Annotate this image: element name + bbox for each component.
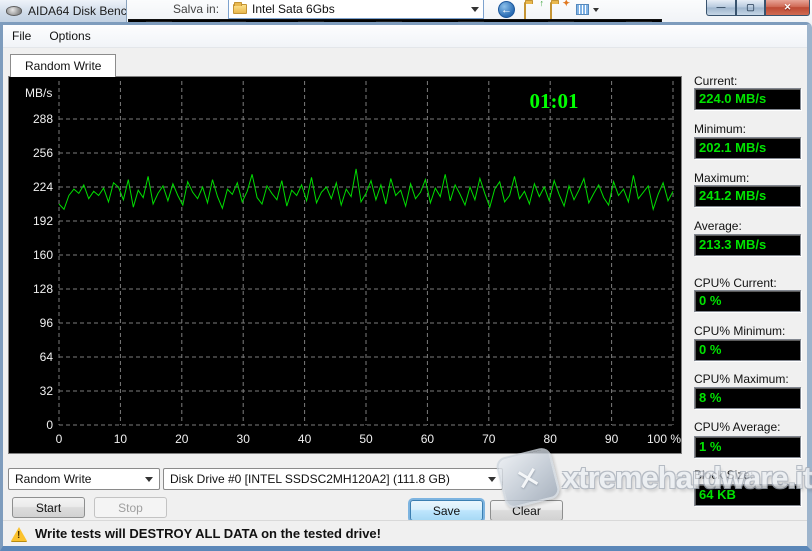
chevron-down-icon[interactable] bbox=[145, 476, 153, 482]
stat-value-current: 224.0 MB/s bbox=[694, 88, 801, 110]
tab-random-write[interactable]: Random Write bbox=[10, 54, 117, 77]
y-tick-label: 256 bbox=[33, 146, 53, 160]
y-tick-label: 192 bbox=[33, 214, 53, 228]
drive-combobox[interactable]: Disk Drive #0 [INTEL SSDSC2MH120A2] (111… bbox=[163, 468, 503, 490]
y-tick-label: 96 bbox=[40, 316, 54, 330]
stat-label-cpu-minimum: CPU% Minimum: bbox=[694, 324, 786, 338]
stat-value-maximum: 241.2 MB/s bbox=[694, 185, 801, 207]
hard-disk-icon bbox=[6, 6, 22, 16]
stat-value-average: 213.3 MB/s bbox=[694, 234, 801, 256]
y-tick-label: 128 bbox=[33, 282, 53, 296]
stat-label-cpu-maximum: CPU% Maximum: bbox=[694, 372, 789, 386]
y-tick-label: 64 bbox=[40, 350, 54, 364]
test-type-combobox[interactable]: Random Write bbox=[8, 468, 160, 490]
throughput-line bbox=[58, 168, 674, 212]
x-tick-label: 30 bbox=[237, 432, 251, 446]
menu-file[interactable]: File bbox=[12, 29, 32, 43]
x-tick-label: 100 % bbox=[647, 432, 681, 446]
stat-value-cpu-maximum: 8 % bbox=[694, 387, 801, 409]
close-button[interactable]: ✕ bbox=[765, 0, 810, 16]
stat-value-cpu-minimum: 0 % bbox=[694, 339, 801, 361]
stat-value-cpu-current: 0 % bbox=[694, 290, 801, 312]
stat-label-current: Current: bbox=[694, 74, 738, 88]
save-location-value: Intel Sata 6Gbs bbox=[252, 2, 335, 16]
maximize-button[interactable]: ▢ bbox=[736, 0, 765, 16]
stat-value-block-size: 64 KB bbox=[694, 484, 801, 506]
x-tick-label: 0 bbox=[56, 432, 63, 446]
x-tick-label: 10 bbox=[114, 432, 128, 446]
y-tick-label: 224 bbox=[33, 180, 53, 194]
test-type-value: Random Write bbox=[15, 472, 92, 486]
stat-label-minimum: Minimum: bbox=[694, 122, 747, 136]
menubar: File Options bbox=[3, 25, 807, 48]
warning-text: Write tests will DESTROY ALL DATA on the… bbox=[35, 526, 381, 541]
y-tick-label: 32 bbox=[40, 384, 54, 398]
x-tick-label: 80 bbox=[544, 432, 558, 446]
x-tick-label: 50 bbox=[359, 432, 373, 446]
stat-value-cpu-average: 1 % bbox=[694, 436, 801, 458]
warning-icon bbox=[11, 526, 27, 541]
menu-options[interactable]: Options bbox=[49, 29, 91, 43]
chart-canvas: 288 256 224 192 160 128 96 64 32 00 10 20 30 40 50 60 70… bbox=[25, 81, 681, 446]
drive-value: Disk Drive #0 [INTEL SSDSC2MH120A2] (111… bbox=[170, 472, 450, 486]
chevron-down-icon[interactable] bbox=[488, 476, 496, 482]
status-bar: Write tests will DESTROY ALL DATA on the… bbox=[3, 520, 807, 546]
window-title: AIDA64 Disk Bench bbox=[28, 4, 127, 18]
save-in-label: Salva in: bbox=[173, 2, 220, 16]
elapsed-timer: 01:01 bbox=[530, 89, 579, 113]
x-tick-label: 90 bbox=[605, 432, 619, 446]
back-icon[interactable]: ← bbox=[498, 1, 515, 18]
stat-label-block-size: Block Size: bbox=[694, 468, 754, 482]
y-axis-unit-label: MB/s bbox=[25, 86, 52, 100]
y-tick-label: 288 bbox=[33, 112, 53, 126]
aida64-titlebar[interactable]: AIDA64 Disk Bench bbox=[0, 0, 127, 22]
minimize-button[interactable]: — bbox=[706, 0, 736, 16]
stop-button: Stop bbox=[94, 497, 167, 518]
folder-icon bbox=[233, 2, 247, 14]
dialog-toolbar: ← ↑ ✦ bbox=[498, 0, 599, 21]
x-tick-label: 60 bbox=[421, 432, 435, 446]
stat-label-average: Average: bbox=[694, 219, 742, 233]
x-tick-label: 70 bbox=[482, 432, 496, 446]
view-menu-icon[interactable] bbox=[576, 4, 589, 15]
stat-label-cpu-current: CPU% Current: bbox=[694, 276, 777, 290]
start-button[interactable]: Start bbox=[12, 497, 85, 518]
up-one-level-icon[interactable]: ↑ bbox=[524, 0, 544, 21]
new-folder-icon[interactable]: ✦ bbox=[550, 0, 570, 21]
save-button[interactable]: Save bbox=[410, 500, 483, 521]
x-tick-label: 20 bbox=[175, 432, 189, 446]
chevron-down-icon[interactable] bbox=[593, 7, 599, 12]
x-tick-label: 40 bbox=[298, 432, 312, 446]
y-tick-label: 0 bbox=[46, 418, 53, 432]
chevron-down-icon[interactable] bbox=[471, 6, 479, 12]
window-controls: — ▢ ✕ bbox=[706, 0, 810, 16]
aida64-disk-benchmark-window: File Options Random Write 288 256 224 192 16… bbox=[0, 22, 812, 551]
clear-button[interactable]: Clear bbox=[490, 500, 563, 521]
stat-value-minimum: 202.1 MB/s bbox=[694, 137, 801, 159]
stat-label-cpu-average: CPU% Average: bbox=[694, 420, 781, 434]
benchmark-chart: 288 256 224 192 160 128 96 64 32 0 0 10 20 30 40 50 60 70… bbox=[8, 76, 682, 454]
stat-label-maximum: Maximum: bbox=[694, 171, 750, 185]
y-tick-label: 160 bbox=[33, 248, 53, 262]
save-location-combobox[interactable]: Intel Sata 6Gbs bbox=[228, 0, 484, 19]
